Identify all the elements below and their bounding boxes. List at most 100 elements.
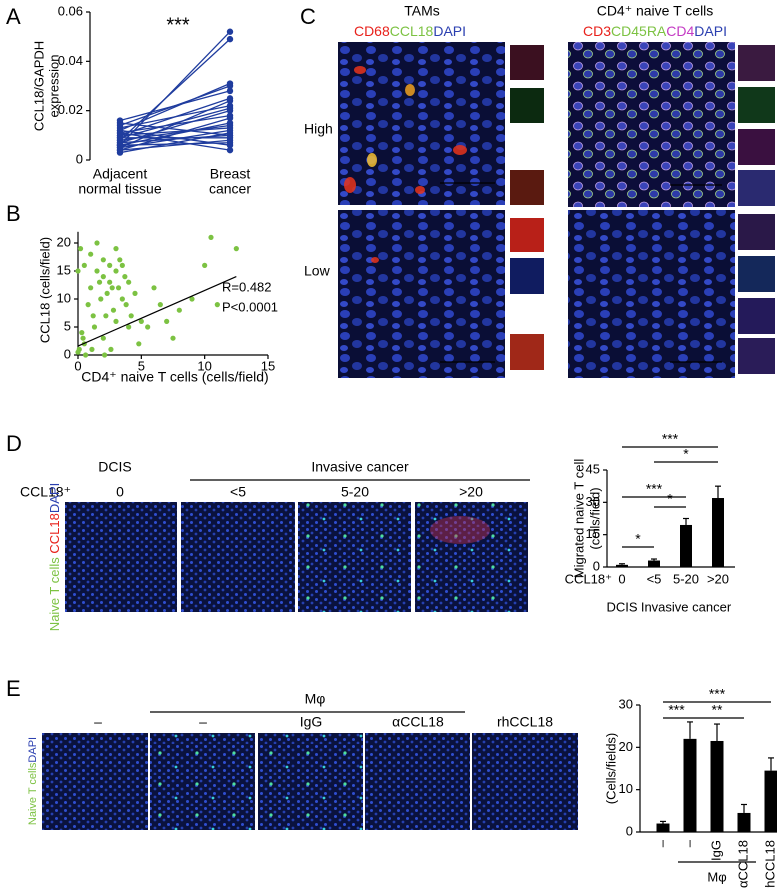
pair-line <box>119 31 231 146</box>
significance-label: * <box>683 446 689 462</box>
point <box>164 318 170 324</box>
point <box>145 324 151 330</box>
stain: CD45RA <box>611 23 667 39</box>
column-label: IgG <box>300 714 323 730</box>
row-label: High <box>304 121 333 137</box>
x-tick-label: Breast <box>210 166 251 182</box>
y-tick-label: 0.02 <box>58 102 83 117</box>
point <box>126 324 132 330</box>
pair-line <box>119 105 231 129</box>
point <box>107 279 113 285</box>
inset <box>510 258 544 294</box>
x-tick-label: – <box>654 839 669 847</box>
significance-label: * <box>635 531 641 547</box>
x-tick-label: <5 <box>647 571 662 586</box>
x-tick-label: IgG <box>708 840 723 861</box>
micrograph <box>365 733 470 830</box>
bar <box>712 498 724 567</box>
group-label: DCIS <box>606 599 637 614</box>
group-label: Mφ <box>305 691 326 707</box>
point <box>108 346 114 352</box>
point <box>189 296 195 302</box>
annotation: P<0.0001 <box>222 299 278 314</box>
point <box>151 285 157 291</box>
column-label: >20 <box>459 484 483 500</box>
y-axis-label: Migrated naive T cell <box>571 459 586 579</box>
y-axis-label: CCL18/GAPDH <box>31 41 46 131</box>
micrograph <box>298 502 411 612</box>
row-label: Low <box>304 263 331 279</box>
point <box>110 307 117 313</box>
x-tick-label: 15 <box>261 358 275 373</box>
point <box>94 240 100 246</box>
point <box>75 349 81 355</box>
panel-letter: E <box>6 676 21 701</box>
point <box>98 296 104 302</box>
x-tick-label: αCCL18 <box>735 840 750 888</box>
group-label: Mφ <box>707 869 726 884</box>
stain: CCL18 <box>47 513 62 553</box>
point <box>226 87 234 95</box>
column-label: 0 <box>116 484 124 500</box>
micrographs-c <box>338 42 775 378</box>
micrograph <box>181 502 295 612</box>
group-label: DCIS <box>98 459 131 475</box>
stain-spots <box>430 516 490 544</box>
micrographs-d <box>65 502 528 612</box>
point <box>116 119 124 127</box>
inset <box>510 170 544 205</box>
x-tick-label: 0 <box>74 358 81 373</box>
annotation: *** <box>166 14 190 36</box>
significance-label: *** <box>646 481 663 497</box>
point <box>226 107 234 114</box>
micrographs-e <box>42 733 578 830</box>
point <box>214 302 220 308</box>
point <box>89 346 95 352</box>
point <box>126 279 132 285</box>
y-tick-label: 10 <box>619 781 633 796</box>
image-title: CD4⁺ naive T cells <box>597 3 714 19</box>
pair-line <box>119 82 231 131</box>
point <box>119 262 125 268</box>
point <box>116 146 124 154</box>
point <box>170 335 176 341</box>
x-tick-label: Adjacent <box>93 166 148 182</box>
significance-label: *** <box>709 686 726 702</box>
point <box>104 290 110 296</box>
point <box>100 335 106 341</box>
micrograph <box>42 733 148 830</box>
stain: DAPI <box>433 23 466 39</box>
column-label: 5-20 <box>341 484 369 500</box>
pair-line <box>119 132 231 151</box>
inset <box>738 338 775 374</box>
point <box>226 146 234 154</box>
micrograph <box>568 210 735 378</box>
point <box>208 234 214 240</box>
y-tick-label: 0 <box>593 558 600 573</box>
point <box>103 313 109 319</box>
micrograph <box>338 42 505 205</box>
point <box>116 134 124 141</box>
y-tick-label: 0 <box>76 151 83 166</box>
stain: DAPI <box>47 483 62 513</box>
bar <box>648 560 660 567</box>
point <box>100 274 106 280</box>
inset <box>738 256 775 292</box>
row-label: CCL18⁺ <box>20 484 71 500</box>
y-tick-label: 10 <box>57 290 71 305</box>
stain: CD4 <box>666 23 694 39</box>
column-label: – <box>94 714 102 730</box>
point <box>132 290 138 296</box>
y-tick-label: 30 <box>586 494 600 509</box>
x-tick-label: >20 <box>707 571 729 586</box>
point <box>157 302 163 308</box>
micrograph <box>65 502 177 612</box>
point <box>226 35 234 43</box>
y-tick-label: 15 <box>57 262 71 277</box>
point <box>115 285 122 291</box>
y-tick-label: 15 <box>586 526 600 541</box>
x-tick-label: 10 <box>197 358 211 373</box>
stain-legend: CD3CD45RACD4DAPI <box>583 23 727 39</box>
point <box>123 302 129 308</box>
point <box>107 262 113 268</box>
